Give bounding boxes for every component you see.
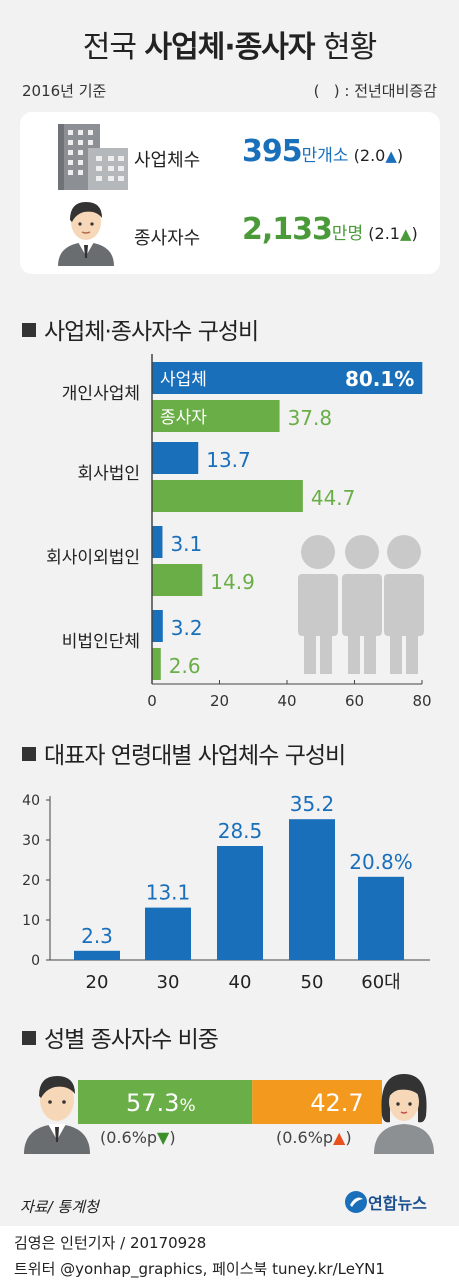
worker-bar: [152, 648, 161, 680]
business-bar: [152, 362, 423, 394]
x-tick-label: 40: [277, 692, 296, 710]
x-tick-label: 60대: [361, 972, 400, 993]
category-label: 비법인단체: [62, 632, 140, 652]
square-bullet-icon: [22, 747, 36, 761]
data-label: 13.7: [206, 448, 251, 472]
male-bar: [78, 1080, 253, 1124]
source: 자료/ 통계청: [20, 1198, 99, 1216]
series-label: 종사자: [160, 408, 207, 428]
x-tick-label: 20: [210, 692, 229, 710]
business-bar: [152, 526, 163, 558]
building-icon: [58, 124, 128, 190]
y-tick-label: 10: [22, 913, 40, 929]
worker-count: 2,133만명 (2.1▲): [242, 212, 418, 247]
yonhap-logo: 연합뉴스: [344, 1190, 427, 1214]
data-label: 28.5: [218, 819, 263, 843]
male-share-label: 57.3%: [126, 1089, 196, 1117]
worker-bar: [152, 564, 203, 596]
section-title-gender: 성별 종사자수 비중: [22, 1020, 219, 1054]
business-count-value: 395: [242, 134, 303, 169]
x-tick-label: 80: [412, 692, 431, 710]
basis-year: 2016년 기준: [22, 82, 107, 100]
y-tick-label: 30: [22, 833, 40, 849]
social-links: 트위터 @yonhap_graphics, 페이스북 tuney.kr/LeYN…: [14, 1260, 385, 1278]
data-label: 37.8: [288, 406, 333, 430]
female-change: (0.6%p▲): [276, 1128, 352, 1147]
worker-count-value: 2,133: [242, 212, 333, 247]
square-bullet-icon: [22, 323, 36, 337]
up-arrow-icon: ▲: [333, 1128, 346, 1147]
y-tick-label: 0: [31, 953, 40, 969]
y-tick-label: 20: [22, 873, 40, 889]
credit-bar: [0, 1226, 459, 1288]
credit: 김영은 인턴기자 / 20170928: [14, 1234, 207, 1252]
age-bar: [74, 950, 120, 960]
age-bar: [145, 907, 191, 960]
age-chart: 0 10 20 30 40 2.3 20 13.1 30 28.5 40 35.2 50 20.8% 60대: [22, 792, 430, 993]
category-label: 개인사업체: [62, 384, 140, 404]
series-label: 사업체: [160, 370, 207, 390]
business-bar: [152, 610, 163, 642]
x-tick-label: 50: [301, 972, 324, 993]
businessman-icon: [58, 202, 114, 266]
age-bar: [217, 846, 263, 960]
people-silhouette-icon: [298, 535, 424, 674]
worker-bar: [152, 400, 280, 432]
business-bar: [152, 442, 199, 474]
age-bar: [289, 819, 335, 960]
data-label: 20.8%: [349, 850, 413, 874]
change-legend: ( ) : 전년대비증감: [313, 82, 437, 100]
x-tick-label: 30: [157, 972, 180, 993]
worker-count-unit: 만명: [331, 224, 364, 244]
business-count: 395만개소 (2.0▲): [242, 134, 404, 169]
data-label: 2.6: [169, 654, 201, 678]
down-arrow-icon: ▼: [157, 1128, 170, 1147]
data-label: 3.1: [170, 532, 202, 556]
worker-count-label: 종사자수: [134, 228, 201, 249]
data-label: 35.2: [290, 792, 335, 816]
business-count-change: (2.0: [353, 146, 386, 165]
data-label: 44.7: [311, 486, 356, 510]
data-label: 80.1%: [345, 367, 414, 391]
y-tick-label: 40: [22, 793, 40, 809]
x-tick-label: 20: [86, 972, 109, 993]
square-bullet-icon: [22, 1031, 36, 1045]
up-arrow-icon: ▲: [399, 225, 412, 243]
business-count-unit: 만개소: [301, 146, 349, 166]
section-title-composition: 사업체·종사자수 구성비: [22, 312, 259, 346]
age-bar: [358, 876, 404, 960]
male-change: (0.6%p▼): [100, 1128, 176, 1147]
x-tick-label: 40: [229, 972, 252, 993]
up-arrow-icon: ▲: [385, 147, 397, 165]
x-tick-label: 60: [345, 692, 364, 710]
worker-count-change: (2.1: [368, 224, 400, 243]
category-label: 회사이외법인: [46, 548, 140, 568]
data-label: 14.9: [210, 570, 255, 594]
gender-chart: 57.3% 42.7: [78, 1080, 382, 1124]
female-bar: [252, 1080, 382, 1124]
category-label: 회사법인: [77, 464, 140, 484]
composition-chart: 개인사업체 사업체 80.1% 종사자 37.8 회사법인 13.7 44.7 회사이외법인 3.…: [46, 354, 432, 710]
data-label: 2.3: [81, 924, 113, 948]
section-title-age: 대표자 연령대별 사업체수 구성비: [22, 736, 346, 770]
worker-bar: [152, 480, 303, 512]
x-tick-label: 0: [147, 692, 157, 710]
page-title: 전국 사업체·종사자 현황: [82, 30, 377, 65]
female-avatar-icon: [374, 1074, 434, 1154]
data-label: 3.2: [171, 616, 203, 640]
data-label: 13.1: [146, 881, 191, 905]
male-avatar-icon: [24, 1076, 90, 1154]
female-share-label: 42.7: [310, 1089, 363, 1117]
business-count-label: 사업체수: [134, 150, 201, 171]
yonhap-logo-icon: [345, 1191, 367, 1213]
